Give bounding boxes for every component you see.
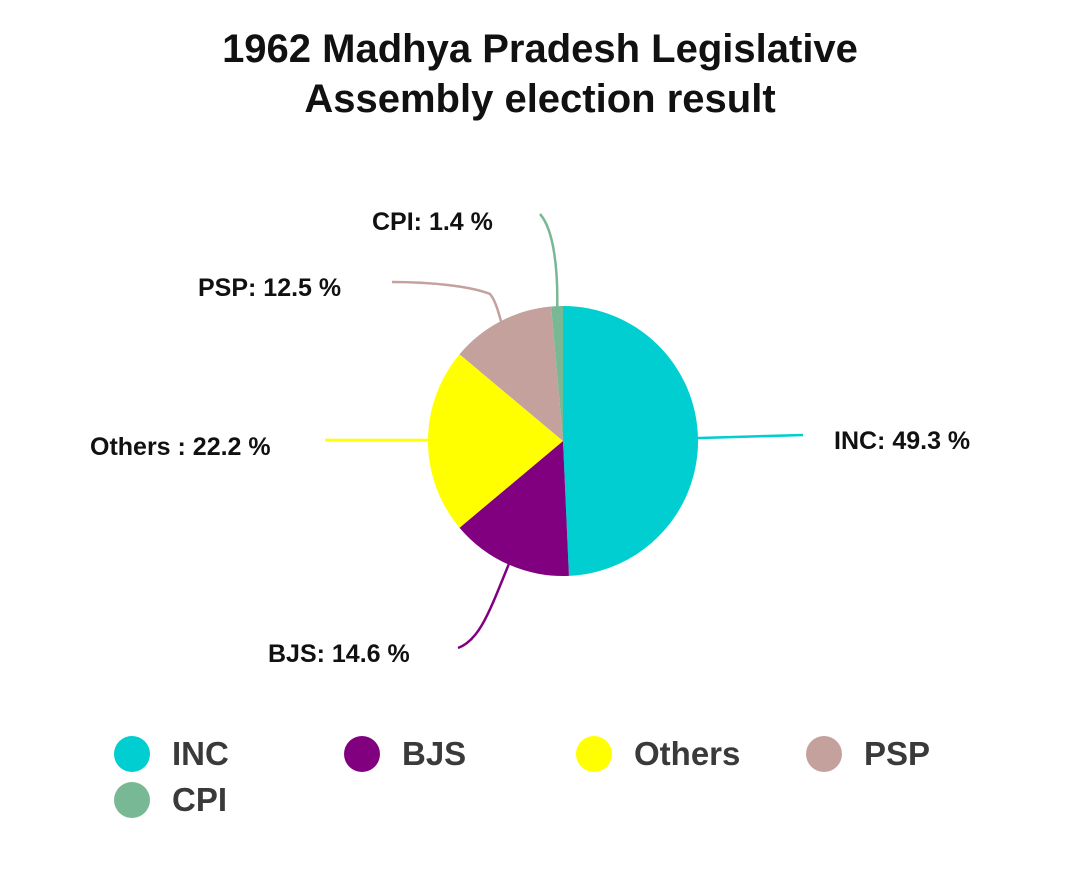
slice-label-psp: PSP: 12.5 %	[198, 274, 341, 302]
pie-slices	[427, 306, 699, 577]
leader-line-psp	[391, 280, 503, 324]
pie-slice-others	[427, 354, 563, 528]
chart-title: 1962 Madhya Pradesh Legislative Assembly…	[0, 24, 1080, 124]
chart-title-line-2: Assembly election result	[304, 77, 776, 121]
slice-label-bjs: BJS: 14.6 %	[268, 640, 410, 668]
chart-title-line-1: 1962 Madhya Pradesh Legislative	[222, 27, 858, 71]
slice-label-others: Others : 22.2 %	[90, 433, 271, 461]
leader-lines	[325, 213, 804, 650]
leader-line-bjs	[457, 562, 511, 650]
pie-slice-cpi	[551, 306, 563, 441]
pie-slice-bjs	[459, 441, 569, 577]
slice-label-inc: INC: 49.3 %	[834, 427, 970, 455]
slice-label-cpi: CPI: 1.4 %	[372, 208, 493, 236]
pie-slice-inc	[563, 306, 699, 576]
leader-line-inc	[695, 433, 804, 440]
slice-labels: INC: 49.3 % BJS: 14.6 % Others : 22.2 % …	[90, 208, 970, 668]
pie-slice-psp	[459, 306, 563, 441]
leader-line-cpi	[539, 213, 559, 309]
